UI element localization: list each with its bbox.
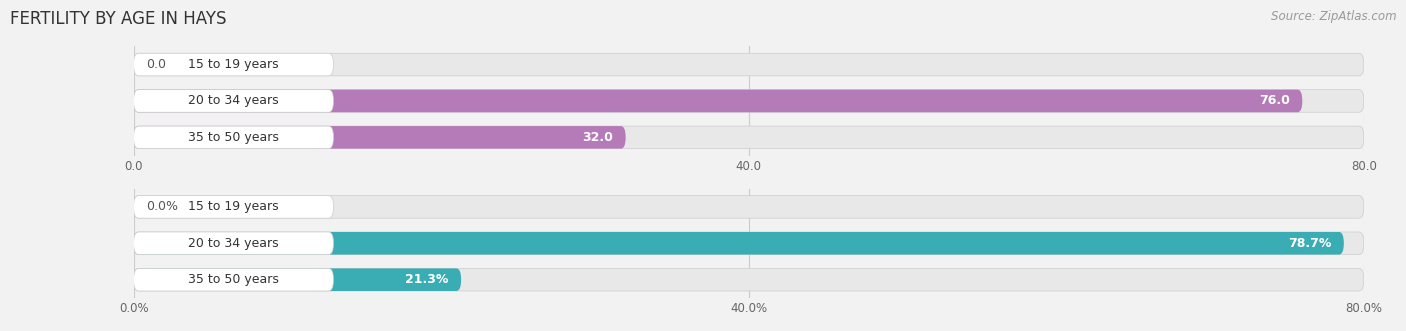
FancyBboxPatch shape <box>134 90 333 112</box>
FancyBboxPatch shape <box>134 268 333 291</box>
FancyBboxPatch shape <box>134 196 333 218</box>
Text: Source: ZipAtlas.com: Source: ZipAtlas.com <box>1271 10 1396 23</box>
FancyBboxPatch shape <box>134 268 1364 291</box>
Text: 0.0%: 0.0% <box>146 200 179 213</box>
FancyBboxPatch shape <box>134 53 333 76</box>
Text: 76.0: 76.0 <box>1260 94 1291 108</box>
Text: 35 to 50 years: 35 to 50 years <box>188 273 278 286</box>
FancyBboxPatch shape <box>134 196 1364 218</box>
Text: 15 to 19 years: 15 to 19 years <box>188 200 278 213</box>
FancyBboxPatch shape <box>134 90 1302 112</box>
FancyBboxPatch shape <box>134 53 1364 76</box>
FancyBboxPatch shape <box>134 90 1364 112</box>
FancyBboxPatch shape <box>134 126 333 149</box>
FancyBboxPatch shape <box>134 232 1344 255</box>
Text: 15 to 19 years: 15 to 19 years <box>188 58 278 71</box>
Text: 20 to 34 years: 20 to 34 years <box>188 237 278 250</box>
Text: 20 to 34 years: 20 to 34 years <box>188 94 278 108</box>
Text: 21.3%: 21.3% <box>405 273 449 286</box>
FancyBboxPatch shape <box>134 232 333 255</box>
Text: FERTILITY BY AGE IN HAYS: FERTILITY BY AGE IN HAYS <box>10 10 226 28</box>
Text: 35 to 50 years: 35 to 50 years <box>188 131 278 144</box>
Text: 32.0: 32.0 <box>582 131 613 144</box>
FancyBboxPatch shape <box>134 268 461 291</box>
FancyBboxPatch shape <box>134 232 1364 255</box>
Text: 78.7%: 78.7% <box>1288 237 1331 250</box>
FancyBboxPatch shape <box>134 126 1364 149</box>
FancyBboxPatch shape <box>134 126 626 149</box>
Text: 0.0: 0.0 <box>146 58 166 71</box>
